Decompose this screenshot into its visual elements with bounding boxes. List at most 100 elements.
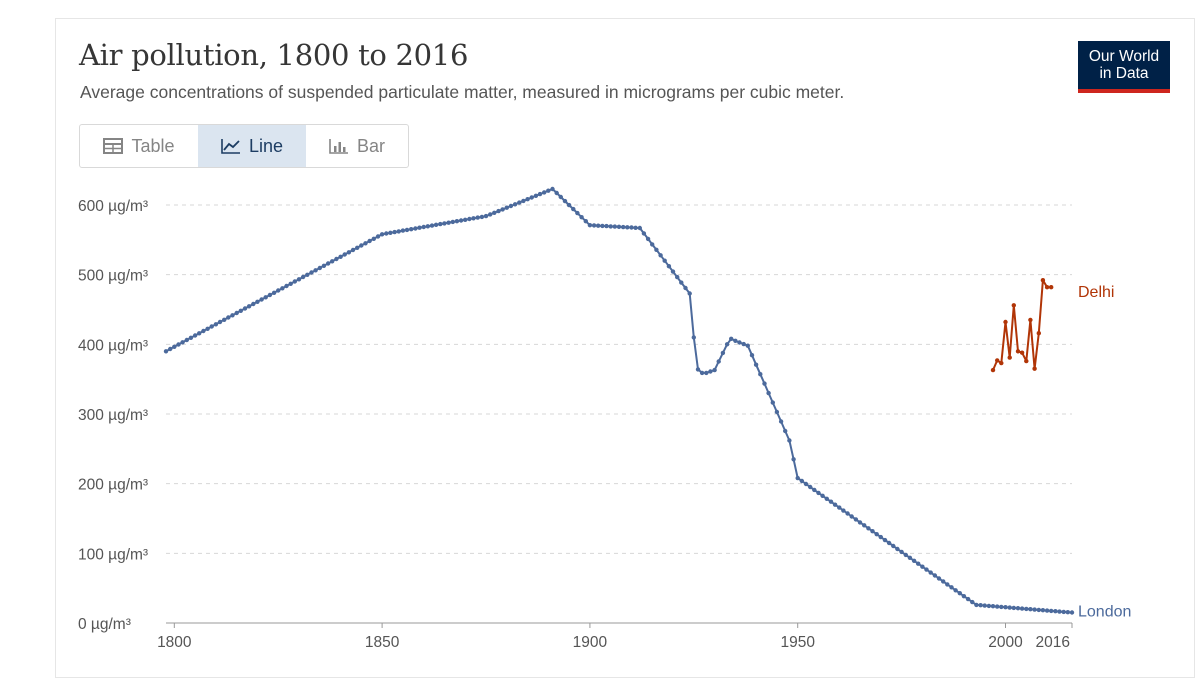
delhi-data-point xyxy=(1044,285,1050,290)
london-data-point xyxy=(300,274,306,280)
london-data-point xyxy=(562,198,568,204)
tab-line-label: Line xyxy=(248,135,284,156)
london-data-point xyxy=(176,342,181,347)
london-data-point xyxy=(849,514,854,519)
london-data-point xyxy=(945,582,950,587)
london-data-point xyxy=(488,212,493,217)
london-data-point xyxy=(621,224,626,230)
london-data-point xyxy=(201,328,206,334)
london-data-point xyxy=(172,344,177,349)
tab-bar[interactable]: Bar xyxy=(306,125,408,167)
london-data-point xyxy=(737,340,742,345)
london-data-point xyxy=(654,247,659,252)
london-data-point xyxy=(857,520,863,525)
london-data-point xyxy=(192,333,198,338)
london-data-point xyxy=(791,457,796,462)
london-data-point xyxy=(492,210,497,215)
london-data-point xyxy=(616,224,622,229)
london-data-point xyxy=(463,217,468,222)
london-data-point xyxy=(433,222,439,227)
london-data-point xyxy=(446,220,451,225)
delhi-data-point xyxy=(1003,319,1008,325)
london-data-point xyxy=(758,372,763,377)
london-data-point xyxy=(263,295,268,300)
london-data-point xyxy=(695,367,701,372)
london-data-point xyxy=(596,223,601,228)
delhi-data-point xyxy=(1024,358,1029,364)
london-data-point xyxy=(342,252,347,257)
london-data-point xyxy=(729,336,734,341)
london-data-point xyxy=(346,250,352,255)
london-data-point xyxy=(612,224,617,229)
london-data-point xyxy=(379,232,385,237)
london-data-point xyxy=(317,265,322,271)
london-data-point xyxy=(521,198,526,204)
london-data-point xyxy=(280,286,285,291)
london-data-point xyxy=(251,301,256,307)
tab-bar-label: Bar xyxy=(356,135,385,156)
london-data-point xyxy=(350,247,356,253)
london-data-point xyxy=(384,231,389,236)
tab-line[interactable]: Line xyxy=(198,125,306,167)
london-data-point xyxy=(687,291,692,296)
chart-subtitle: Average concentrations of suspended part… xyxy=(80,82,845,102)
london-data-point xyxy=(421,224,426,230)
london-data-point xyxy=(255,299,260,304)
london-data-point xyxy=(226,315,231,320)
london-data-point xyxy=(396,229,401,234)
london-data-point xyxy=(284,283,289,289)
london-data-point xyxy=(417,225,422,230)
delhi-data-point xyxy=(1036,331,1042,336)
london-data-point xyxy=(296,277,302,282)
london-data-point xyxy=(787,438,792,443)
london-data-point xyxy=(359,243,364,248)
london-data-point xyxy=(924,567,929,572)
y-tick-label: 0 µg/m³ xyxy=(78,616,131,633)
london-data-point xyxy=(683,285,688,291)
london-data-point xyxy=(708,369,713,374)
london-data-point xyxy=(903,552,908,558)
london-data-point xyxy=(878,534,883,540)
london-data-point xyxy=(292,279,297,284)
logo-line-1: Our World xyxy=(1088,48,1160,65)
london-data-point xyxy=(1065,610,1071,615)
london-data-point xyxy=(1007,605,1012,610)
london-data-point xyxy=(587,223,593,228)
london-data-point xyxy=(529,195,534,200)
table-icon xyxy=(103,138,124,154)
london-data-point xyxy=(712,367,717,373)
london-data-point xyxy=(999,604,1004,610)
london-data-point xyxy=(558,194,563,200)
london-data-point xyxy=(870,529,875,534)
london-data-point xyxy=(583,219,588,224)
london-data-point xyxy=(413,226,418,231)
london-data-point xyxy=(774,409,780,415)
owid-logo[interactable]: Our World in Data xyxy=(1078,41,1170,93)
london-data-point xyxy=(662,258,667,263)
london-data-point xyxy=(778,419,784,424)
london-data-point xyxy=(400,228,406,233)
london-data-point xyxy=(180,340,185,345)
london-data-point xyxy=(168,346,173,352)
delhi-data-point xyxy=(1040,278,1046,283)
london-data-point xyxy=(325,261,331,266)
delhi-data-point xyxy=(1015,349,1021,354)
tab-table[interactable]: Table xyxy=(80,125,198,167)
london-data-point xyxy=(1057,609,1062,614)
london-data-point xyxy=(965,596,971,602)
london-data-point xyxy=(783,428,788,434)
london-data-point xyxy=(566,202,572,208)
london-data-point xyxy=(716,359,721,364)
london-data-point xyxy=(600,223,605,229)
london-data-point xyxy=(363,241,368,246)
london-data-point xyxy=(267,292,273,298)
london-data-point xyxy=(645,236,651,242)
london-data-point xyxy=(1024,606,1029,612)
line-chart: 0 µg/m³ 100 µg/m³ 200 µg/m³ 300 µg/m³ 400 µg… xyxy=(78,186,1131,651)
london-data-point xyxy=(749,353,755,358)
london-data-point xyxy=(650,242,655,247)
delhi-data-point xyxy=(995,358,1000,363)
london-data-point xyxy=(554,190,559,196)
london-data-point xyxy=(633,225,638,230)
london-data-point xyxy=(234,310,239,316)
